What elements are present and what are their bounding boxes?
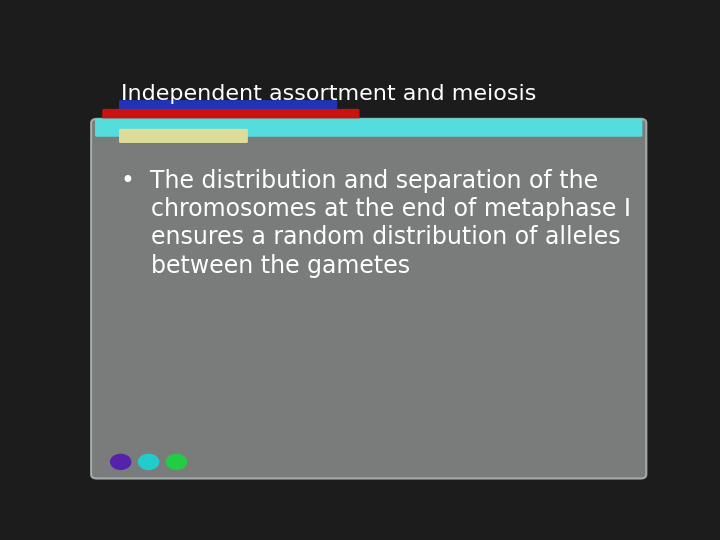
Text: between the gametes: between the gametes: [121, 254, 410, 278]
FancyBboxPatch shape: [95, 118, 642, 137]
Text: chromosomes at the end of metaphase I: chromosomes at the end of metaphase I: [121, 197, 631, 221]
Circle shape: [138, 454, 158, 469]
Text: •  The distribution and separation of the: • The distribution and separation of the: [121, 168, 598, 193]
FancyBboxPatch shape: [119, 129, 248, 143]
FancyBboxPatch shape: [102, 109, 359, 125]
FancyBboxPatch shape: [119, 100, 337, 117]
Text: Independent assortment and meiosis: Independent assortment and meiosis: [121, 84, 536, 104]
FancyBboxPatch shape: [91, 119, 647, 478]
Circle shape: [111, 454, 131, 469]
Text: ensures a random distribution of alleles: ensures a random distribution of alleles: [121, 225, 621, 249]
Circle shape: [166, 454, 186, 469]
